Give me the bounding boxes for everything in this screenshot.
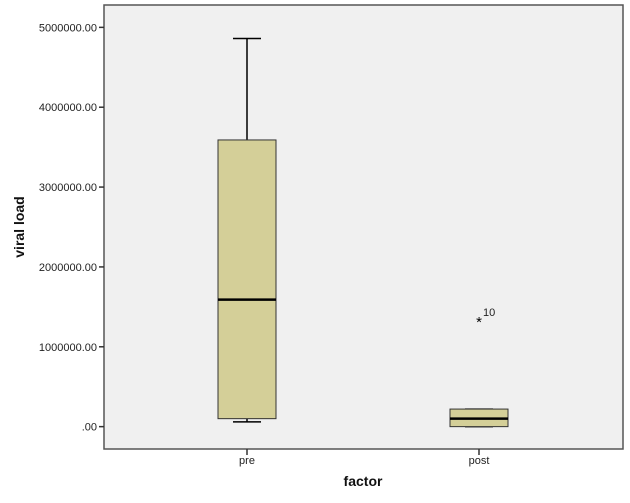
- y-tick-label: 1000000.00: [39, 342, 97, 354]
- outlier-star: *: [476, 314, 482, 331]
- y-tick-label: 4000000.00: [39, 102, 97, 114]
- box-post: *10: [449, 307, 509, 428]
- box-pre: [217, 37, 277, 423]
- plot-area: [103, 4, 624, 450]
- x-axis-label: factor: [344, 473, 383, 489]
- y-tick-label: 3000000.00: [39, 182, 97, 194]
- iqr-box: [217, 139, 277, 420]
- y-tick-label: 5000000.00: [39, 22, 97, 34]
- y-axis-label: viral load: [11, 196, 27, 257]
- x-tick-label: post: [469, 455, 490, 467]
- outlier-label: 10: [483, 307, 495, 319]
- y-tick-label: .00: [82, 422, 97, 434]
- x-tick-label: pre: [239, 455, 255, 467]
- y-tick-label: 2000000.00: [39, 262, 97, 274]
